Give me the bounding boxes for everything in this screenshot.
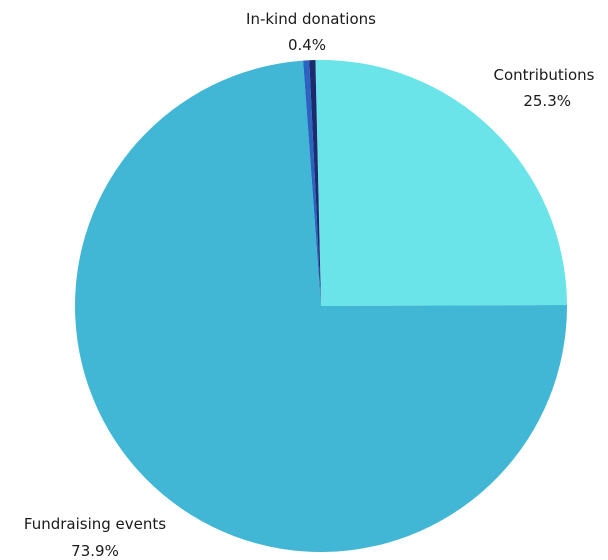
pie-labels: In-kind donations 0.4% Contributions 25.… bbox=[24, 10, 595, 560]
value-contributions: 25.3% bbox=[523, 92, 571, 110]
slice-in-kind-donations bbox=[309, 60, 321, 307]
label-in-kind-donations: In-kind donations bbox=[246, 10, 376, 28]
value-fundraising-events: 73.9% bbox=[71, 542, 119, 560]
slice-unlabeled-2 bbox=[303, 60, 321, 306]
pie-slices bbox=[75, 59, 568, 552]
slice-contributions bbox=[315, 59, 567, 306]
label-fundraising-events: Fundraising events bbox=[24, 515, 166, 533]
value-in-kind-donations: 0.4% bbox=[288, 36, 326, 54]
label-contributions: Contributions bbox=[494, 66, 595, 84]
slice-fundraising-events bbox=[75, 60, 568, 552]
